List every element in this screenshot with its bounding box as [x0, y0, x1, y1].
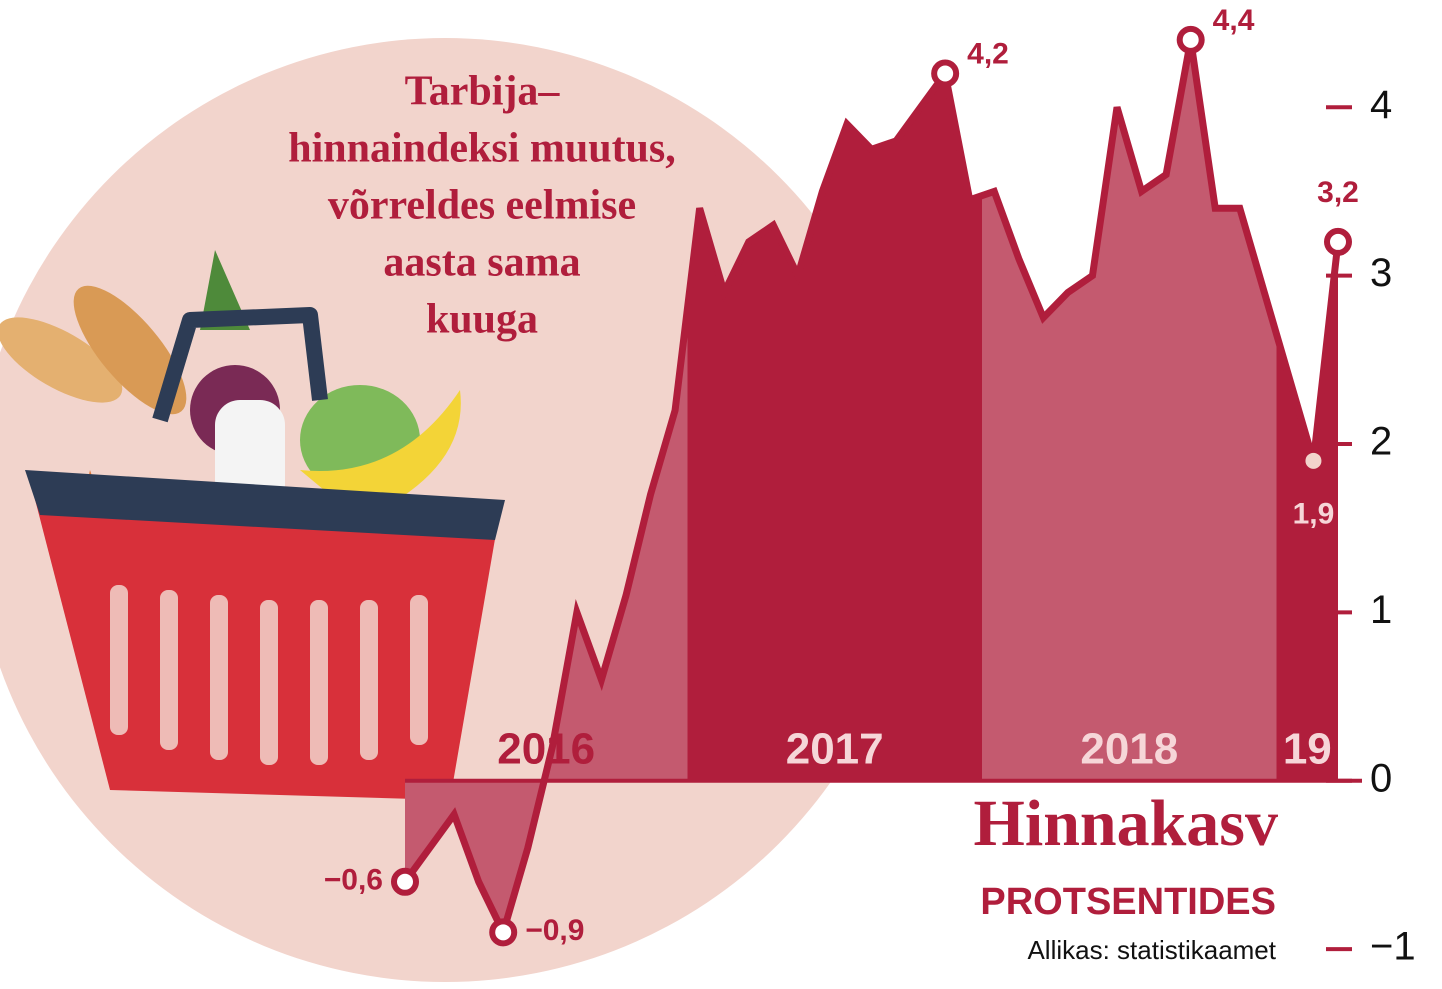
chart-title: Tarbija– hinnaindeksi muutus, võrreldes ee…	[288, 69, 676, 343]
data-label: −0,6	[324, 864, 383, 897]
marker	[489, 918, 518, 947]
line	[402, 39, 1342, 943]
y-tick-label: 2	[1370, 420, 1392, 464]
marker	[1305, 452, 1322, 469]
marker	[931, 59, 960, 88]
year-label: 19	[1283, 725, 1332, 774]
title-line: võrreldes eelmise	[328, 183, 636, 229]
data-label: 1,9	[1293, 498, 1335, 531]
heading: Hinnakasv	[974, 787, 1278, 860]
y-tick-label: 1	[1370, 588, 1392, 632]
title-line: Tarbija–	[405, 69, 561, 115]
y-tick-label: −1	[1370, 925, 1416, 969]
subheading: PROTSENTIDES	[980, 881, 1276, 923]
year-label: 2018	[1080, 725, 1178, 774]
y-tick-label: 0	[1370, 756, 1392, 800]
title-line: aasta sama	[383, 240, 580, 286]
y-tick-label: 3	[1370, 251, 1392, 295]
data-label: 4,2	[967, 37, 1009, 70]
data-label: −0,9	[525, 914, 584, 947]
basket-illustration	[0, 250, 505, 800]
data-label: 4,4	[1213, 4, 1255, 37]
data-label: 3,2	[1317, 176, 1359, 209]
marker	[1324, 227, 1352, 256]
title-line: hinnaindeksi muutus,	[288, 126, 676, 172]
title-line: kuuga	[426, 297, 538, 343]
area	[405, 39, 1338, 933]
marker	[1176, 25, 1205, 54]
marker	[391, 867, 419, 896]
y-tick-label: 4	[1370, 83, 1392, 127]
source: Allikas: statistikaamet	[1027, 935, 1276, 965]
year-label: 2017	[786, 725, 884, 774]
